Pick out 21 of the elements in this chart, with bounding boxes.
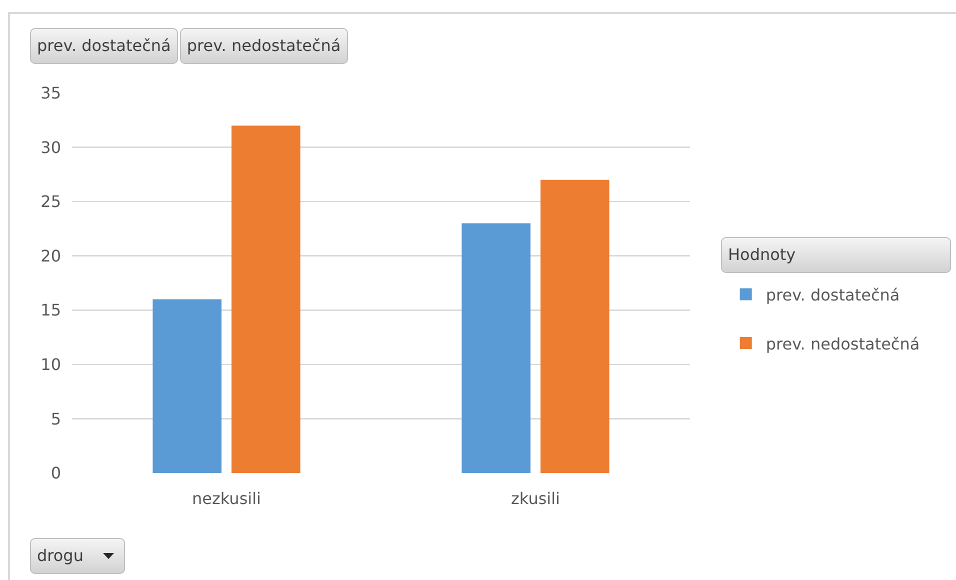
field-button: prev. nedostatečná <box>180 28 348 64</box>
y-tick-label: 10 <box>40 355 61 374</box>
field-button: prev. dostatečná <box>30 28 178 64</box>
x-tick-label: zkusili <box>511 489 560 508</box>
y-tick-label: 5 <box>50 409 61 428</box>
y-tick-label: 15 <box>40 300 61 320</box>
axis-field-button: drogu <box>30 538 126 574</box>
bar <box>152 299 222 473</box>
bar <box>540 180 610 473</box>
legend-label: prev. nedostatečná <box>766 334 920 354</box>
y-tick-label: 35 <box>40 84 61 103</box>
x-tick-label: nezkusili <box>192 489 261 508</box>
bar <box>232 126 300 473</box>
x-axis-title: drogu <box>37 545 84 567</box>
y-tick-label: 30 <box>40 138 61 157</box>
y-tick-label: 25 <box>40 192 61 212</box>
legend-label: prev. dostatečná <box>766 285 900 304</box>
y-tick-label: 20 <box>40 246 61 266</box>
y-tick-label: 0 <box>50 464 61 483</box>
bar <box>462 223 530 473</box>
legend-button: Hodnoty <box>721 237 951 273</box>
